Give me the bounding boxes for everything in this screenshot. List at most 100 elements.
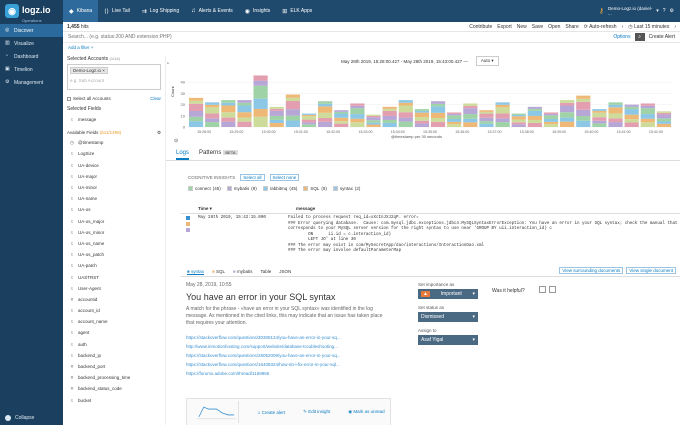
field-item[interactable]: # accountid [67,294,161,305]
chevron-right-icon[interactable]: › [674,23,676,30]
histogram-bar[interactable] [592,123,607,127]
histogram-bar[interactable] [608,122,623,127]
histogram-bar[interactable] [188,97,204,101]
histogram-bar[interactable] [334,111,349,114]
histogram-bar[interactable] [592,112,607,118]
edit-insight-action[interactable]: ✎ Edit insight [303,409,330,415]
time-column-header[interactable]: Time ▾ [198,206,212,211]
settings-icon[interactable]: ⚙ [669,8,674,14]
histogram-bar[interactable] [269,115,284,120]
histogram-bar[interactable] [301,113,317,115]
sidebar-item-discover[interactable]: ◎ Discover [0,24,63,37]
importance-select[interactable]: ▲ Important ▾ [418,289,478,299]
histogram-bar[interactable] [656,111,672,113]
key-icon[interactable]: ⚷ [598,8,604,15]
field-item[interactable]: t auth [67,339,161,350]
histogram-bar[interactable] [398,102,413,106]
message-column-header[interactable]: message [296,206,316,211]
histogram-bar[interactable] [576,101,591,110]
histogram-bar[interactable] [527,115,542,120]
histogram-bar[interactable] [479,121,494,124]
histogram-bar[interactable] [253,98,268,109]
histogram-bar[interactable] [479,110,494,112]
tab-live-tail[interactable]: ⟨⟩ Live Tail [98,0,136,22]
histogram-bar[interactable] [576,98,591,102]
histogram-bar[interactable] [560,117,575,122]
histogram-bar[interactable] [560,121,575,127]
clear-link[interactable]: Clear [150,96,161,101]
save-link[interactable]: Save [531,23,544,30]
histogram-bar[interactable] [334,121,349,124]
reference-link[interactable]: https://stackoverflow.com/questions/2805… [186,353,341,358]
histogram-bar[interactable] [188,116,204,122]
histogram-bar[interactable] [576,120,591,127]
collapse-button[interactable]: Collapse [5,415,34,421]
histogram-bar[interactable] [253,80,268,86]
tab-elk-apps[interactable]: ⊞ ELK Apps [276,0,318,22]
histogram-bar[interactable] [495,107,510,114]
histogram-bar[interactable] [382,119,397,123]
histogram-bar[interactable] [269,106,284,109]
histogram-bar[interactable] [656,121,672,124]
select-all-button[interactable]: Select all [240,174,265,181]
histogram-bar[interactable] [221,112,236,118]
histogram-bar[interactable] [398,105,413,113]
field-item[interactable]: # backend_processing_time [67,372,161,383]
histogram-bar[interactable] [495,102,510,105]
histogram-bar[interactable] [414,112,430,118]
detail-tab-syntax[interactable]: ■ syntax [187,269,204,275]
detail-tab-json[interactable]: JSON [279,269,292,274]
histogram-bar[interactable] [495,113,510,119]
histogram-bar[interactable] [221,100,236,103]
create-alert-action[interactable]: ♫ Create alert [257,410,285,415]
histogram-bar[interactable] [318,121,333,127]
detail-tab-sql[interactable]: ■ SQL [212,269,225,274]
histogram-bar[interactable] [318,103,333,107]
histogram-bar[interactable] [205,102,220,105]
field-item[interactable]: t UA-os_name [67,238,161,249]
histogram-bar[interactable] [624,119,639,123]
account-tag[interactable]: Demo-Logz.io × [70,67,108,74]
histogram-bar[interactable] [205,118,220,123]
histogram-bar[interactable] [350,122,365,127]
insight-filter-item[interactable]: syntax (2) [332,186,360,191]
histogram-bar[interactable] [414,120,430,124]
field-item[interactable]: t account_name [67,316,161,327]
histogram-bar[interactable] [350,118,365,123]
histogram-bar[interactable] [188,121,204,127]
histogram-bar[interactable] [430,117,446,122]
tab-patterns[interactable]: Patterns BETA [199,150,238,160]
histogram-bar[interactable] [221,117,236,122]
histogram-bar[interactable] [318,117,333,122]
search-input[interactable] [63,32,610,42]
histogram-bar[interactable] [576,109,591,117]
histogram-bar[interactable] [253,116,268,127]
remove-icon[interactable]: × [102,68,105,73]
histogram-bar[interactable] [592,120,607,124]
histogram-bar[interactable] [334,113,349,118]
time-picker[interactable]: ◷ Last 15 minutes [628,24,669,30]
histogram-bar[interactable] [640,114,655,119]
field-item[interactable]: t UA-os_minor [67,227,161,238]
histogram-bar[interactable] [350,105,365,109]
field-item[interactable]: t UA-patch [67,260,161,271]
histogram-bar[interactable] [479,117,494,122]
view-single-button[interactable]: View single document [626,267,676,274]
expand-icon[interactable] [186,216,190,220]
histogram-bar[interactable] [398,112,413,118]
histogram-bar[interactable] [301,116,317,120]
histogram-bar[interactable] [543,115,559,119]
field-item[interactable]: t UASTRST [67,271,161,282]
histogram-bar[interactable] [318,106,333,113]
field-item[interactable]: t UA-name [67,193,161,204]
histogram-bar[interactable] [592,117,607,121]
histogram-bar[interactable] [447,113,462,116]
histogram-bar[interactable] [398,117,413,122]
histogram-bar[interactable] [511,124,526,127]
contribute-link[interactable]: Contribute [469,23,493,30]
histogram-bar[interactable] [366,114,381,116]
histogram-bar[interactable] [205,104,220,108]
histogram-bar[interactable] [334,123,349,127]
histogram-bar[interactable] [447,118,462,122]
search-button[interactable]: ⌕ [634,33,645,41]
